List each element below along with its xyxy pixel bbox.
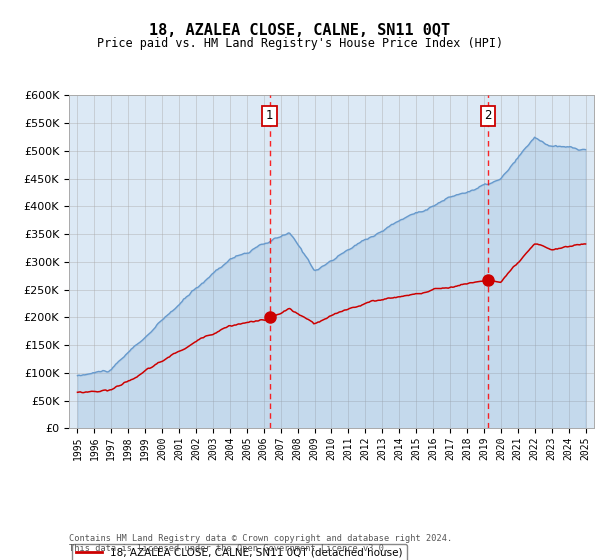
Text: Price paid vs. HM Land Registry's House Price Index (HPI): Price paid vs. HM Land Registry's House … xyxy=(97,37,503,50)
Text: 1: 1 xyxy=(266,109,273,122)
Text: 18, AZALEA CLOSE, CALNE, SN11 0QT: 18, AZALEA CLOSE, CALNE, SN11 0QT xyxy=(149,24,451,38)
Legend: 18, AZALEA CLOSE, CALNE, SN11 0QT (detached house), HPI: Average price, detached: 18, AZALEA CLOSE, CALNE, SN11 0QT (detac… xyxy=(71,544,407,560)
Text: Contains HM Land Registry data © Crown copyright and database right 2024.
This d: Contains HM Land Registry data © Crown c… xyxy=(69,534,452,553)
Text: 2: 2 xyxy=(484,109,492,122)
